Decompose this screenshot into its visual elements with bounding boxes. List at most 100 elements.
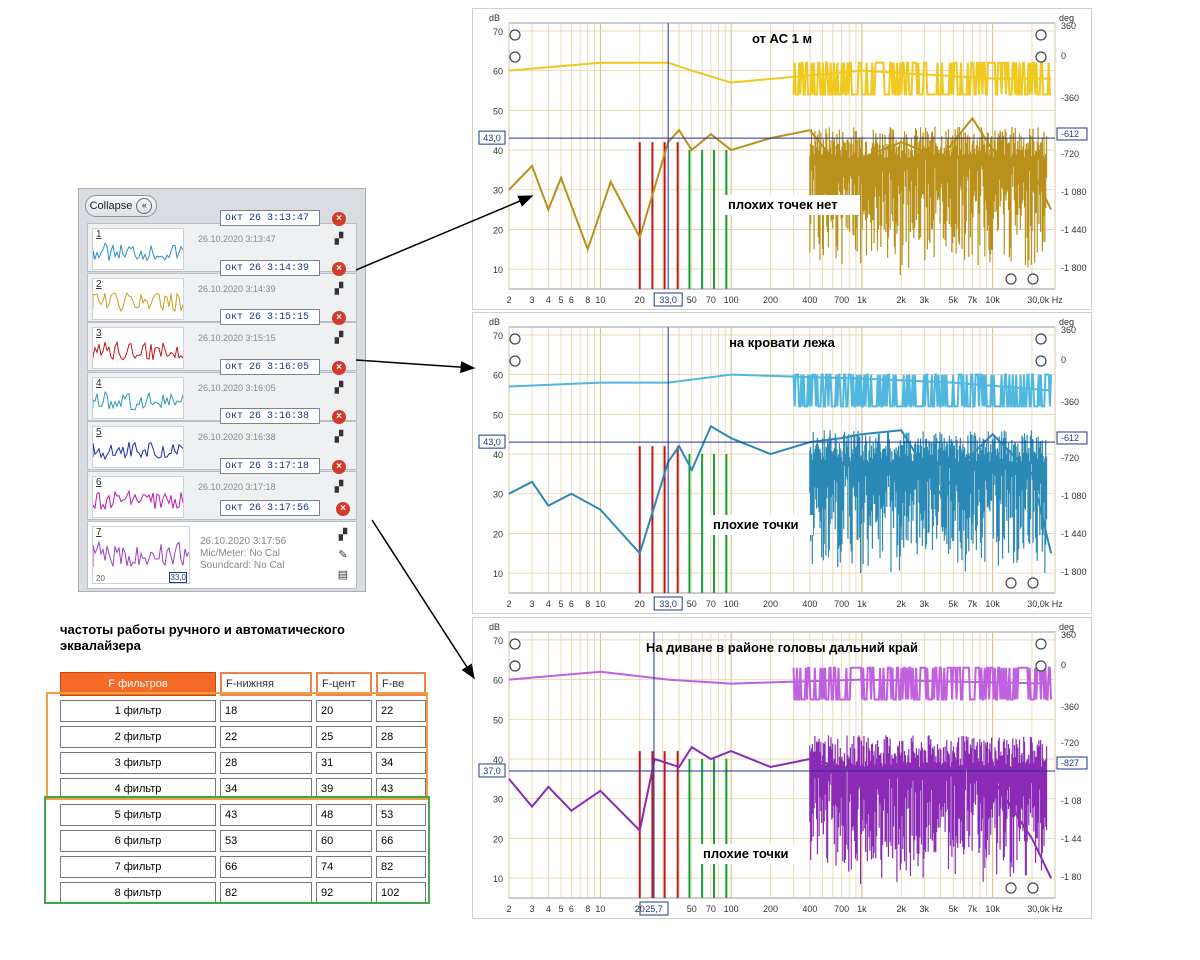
zoom-icon[interactable] <box>509 333 521 345</box>
zoom-icon[interactable] <box>1005 577 1017 589</box>
measurement-item[interactable]: 4 26.10.2020 3:16:05 окт 26 3:16:05 × ▞ <box>87 359 357 421</box>
x-cursor-marker <box>653 292 683 307</box>
delete-icon[interactable]: × <box>332 212 346 226</box>
x-tick-label: 8 <box>585 599 590 609</box>
measurement-thumbnail: 4 <box>92 377 184 419</box>
chart-annotation: плохие точки <box>713 517 798 532</box>
measurement-name-field[interactable]: окт 26 3:17:18 <box>220 458 320 474</box>
measurement-date: 26.10.2020 3:16:38 <box>198 432 276 442</box>
x-tick-label: 4 <box>546 904 551 914</box>
thumbnail-graph <box>93 242 183 262</box>
x-tick-label: 8 <box>585 904 590 914</box>
x-tick-label: 10k <box>985 295 1000 305</box>
zoom-icon[interactable] <box>509 660 521 672</box>
y-cursor-value: 43,0 <box>483 437 501 447</box>
y2-tick-label: -1 44 <box>1061 834 1082 844</box>
y-tick-label: 20 <box>493 529 503 539</box>
y2-tick-label: -1 800 <box>1061 263 1087 273</box>
filter-label: 1 фильтр <box>60 700 216 722</box>
measurement-name-field[interactable]: окт 26 3:15:15 <box>220 309 320 325</box>
zoom-icon[interactable] <box>1035 333 1047 345</box>
x-tick-label: 50 <box>687 904 697 914</box>
chevron-left-icon: « <box>136 198 153 214</box>
zoom-icon[interactable] <box>509 638 521 650</box>
y2-cursor-marker <box>1056 756 1088 770</box>
equalizer-icon[interactable]: ▞ <box>334 481 344 493</box>
x-tick-label: 8 <box>585 295 590 305</box>
filter-high-value: 28 <box>376 726 426 748</box>
wand-icon[interactable]: ✎ <box>338 549 348 561</box>
zoom-icon[interactable] <box>1035 51 1047 63</box>
y-tick-label: 10 <box>493 265 503 275</box>
zoom-icon[interactable] <box>509 51 521 63</box>
filter-row: 6 фильтр 53 60 66 <box>60 830 426 852</box>
zoom-icon[interactable] <box>1035 638 1047 650</box>
zoom-icon[interactable] <box>1027 273 1039 285</box>
measurement-name-field[interactable]: окт 26 3:13:47 <box>220 210 320 226</box>
zoom-icon[interactable] <box>1035 660 1047 672</box>
zoom-icon[interactable] <box>509 355 521 367</box>
y2-tick-label: -360 <box>1061 702 1079 712</box>
x-tick-label: 6 <box>569 599 574 609</box>
x-tick-label: 10k <box>985 904 1000 914</box>
measurement-item-active[interactable]: 7 20 33,0 26.10.2020 3:17:56 Mic/Meter: … <box>87 500 357 589</box>
thumbnail-trace <box>93 489 183 511</box>
measurement-name-field[interactable]: окт 26 3:16:38 <box>220 408 320 424</box>
x-tick-label: 3 <box>530 904 535 914</box>
y2-cursor-marker <box>1056 127 1088 141</box>
measurement-thumbnail: 5 <box>92 426 184 468</box>
x-tick-label: 100 <box>724 599 739 609</box>
measurement-item[interactable]: 1 26.10.2020 3:13:47 окт 26 3:13:47 × ▞ <box>87 210 357 272</box>
zoom-icon[interactable] <box>1027 577 1039 589</box>
zoom-icon[interactable] <box>1027 882 1039 894</box>
measurement-info: 26.10.2020 3:17:56 Mic/Meter: No Cal Sou… <box>200 536 286 572</box>
x-tick-label: 20 <box>635 295 645 305</box>
zoom-icon[interactable] <box>1035 29 1047 41</box>
measurement-item[interactable]: 2 26.10.2020 3:14:39 окт 26 3:14:39 × ▞ <box>87 260 357 322</box>
y2-tick-label: -1 440 <box>1061 529 1087 539</box>
x-tick-label: 4 <box>546 599 551 609</box>
zoom-icon[interactable] <box>1005 882 1017 894</box>
x-tick-label: 2k <box>896 599 906 609</box>
delete-icon[interactable]: × <box>332 410 346 424</box>
delete-icon[interactable]: × <box>332 311 346 325</box>
filter-row: 1 фильтр 18 20 22 <box>60 700 426 722</box>
x-cursor-marker <box>639 901 669 916</box>
x-tick-label: 70 <box>706 599 716 609</box>
delete-icon[interactable]: × <box>336 502 350 516</box>
equalizer-icon[interactable]: ▞ <box>334 332 344 344</box>
filter-low-value: 28 <box>220 752 312 774</box>
y2-tick-label: 360 <box>1061 630 1076 640</box>
equalizer-icon[interactable]: ▞ <box>338 529 348 541</box>
y2-tick-label: -612 <box>1061 433 1079 443</box>
zoom-icon[interactable] <box>509 29 521 41</box>
y2-tick-label: -1 080 <box>1061 491 1087 501</box>
filter-row: 7 фильтр 66 74 82 <box>60 856 426 878</box>
filter-label: 3 фильтр <box>60 752 216 774</box>
collapse-button[interactable]: Collapse « <box>85 195 157 217</box>
equalizer-icon[interactable]: ▞ <box>334 382 344 394</box>
thumbnail-trace <box>93 291 183 313</box>
filter-high-value: 53 <box>376 804 426 826</box>
equalizer-icon[interactable]: ▞ <box>334 233 344 245</box>
y2-tick-label: 0 <box>1061 660 1066 670</box>
mic-cal-status: Mic/Meter: No Cal <box>200 548 281 559</box>
y2-tick-label: 360 <box>1061 325 1076 335</box>
measurement-name-field[interactable]: окт 26 3:17:56 <box>220 500 320 516</box>
notes-icon[interactable]: ▤ <box>337 569 349 581</box>
zoom-icon[interactable] <box>1035 355 1047 367</box>
x-tick-label: 5k <box>949 599 959 609</box>
zoom-icon[interactable] <box>1005 273 1017 285</box>
x-tick-label: 25,7 <box>645 904 663 914</box>
y-cursor-marker <box>478 130 506 145</box>
measurement-name-field[interactable]: окт 26 3:14:39 <box>220 260 320 276</box>
equalizer-icon[interactable]: ▞ <box>334 431 344 443</box>
delete-icon[interactable]: × <box>332 262 346 276</box>
filter-high-value: 22 <box>376 700 426 722</box>
y2-tick-label: -1 800 <box>1061 567 1087 577</box>
delete-icon[interactable]: × <box>332 460 346 474</box>
measurement-name-field[interactable]: окт 26 3:16:05 <box>220 359 320 375</box>
equalizer-icon[interactable]: ▞ <box>334 283 344 295</box>
delete-icon[interactable]: × <box>332 361 346 375</box>
magnitude-trace-detail <box>809 430 1048 574</box>
